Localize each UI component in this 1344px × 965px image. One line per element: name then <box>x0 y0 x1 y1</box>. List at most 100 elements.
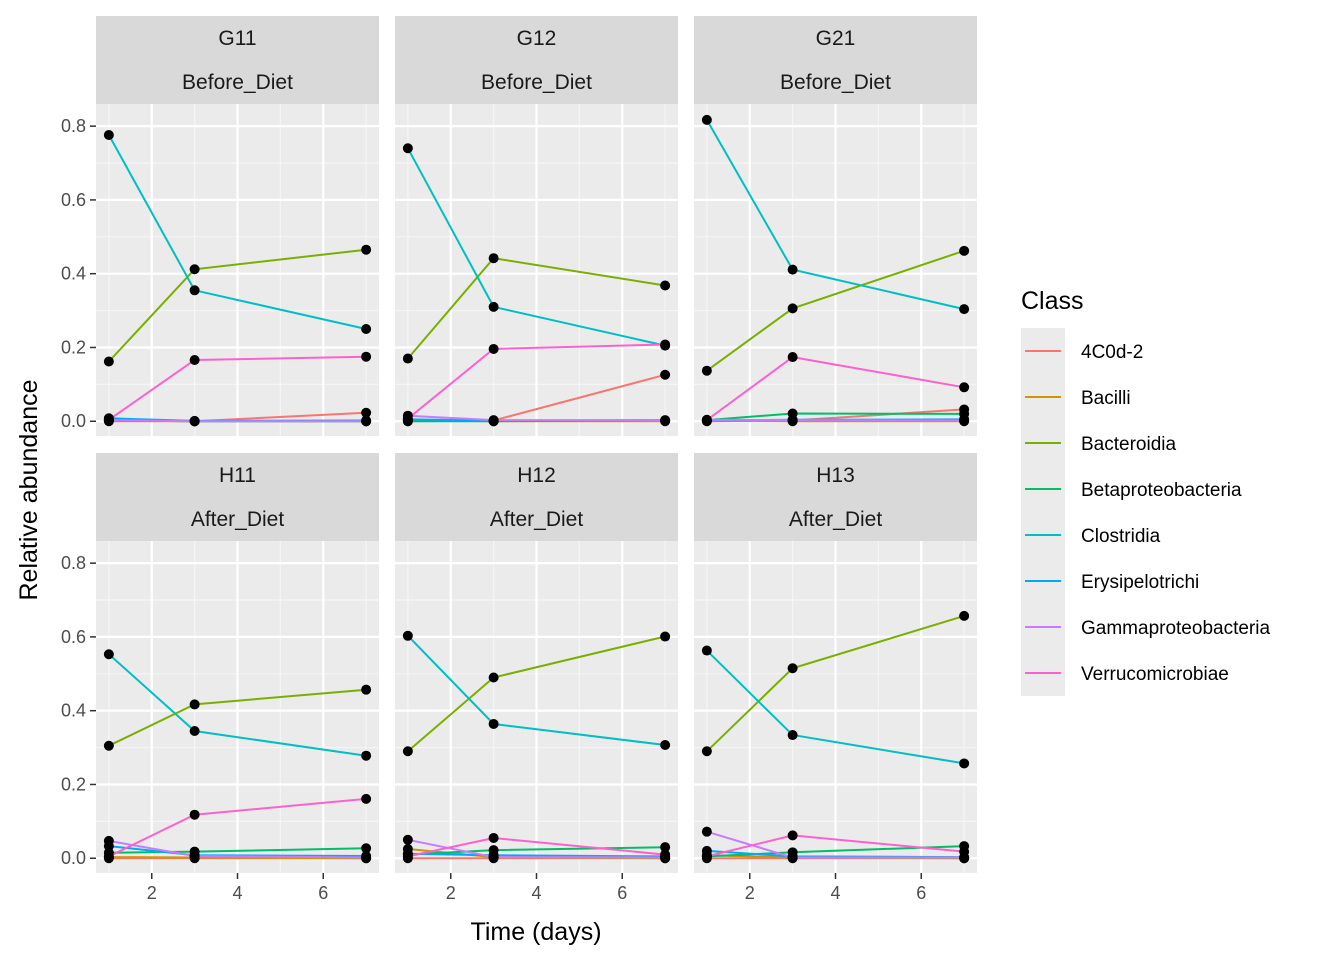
legend-label: Bacteroidia <box>1081 434 1176 455</box>
data-point <box>103 851 114 862</box>
data-point <box>488 301 499 312</box>
data-point <box>787 663 798 674</box>
legend-label: 4C0d-2 <box>1081 342 1143 363</box>
series-line-gammaproteobacteria <box>108 419 367 423</box>
data-point <box>361 750 372 761</box>
x-tick-label: 4 <box>830 883 840 903</box>
strip-subject-label: G11 <box>218 27 256 50</box>
x-tick-label: 2 <box>147 883 157 903</box>
strip-phase <box>395 60 678 104</box>
data-point <box>361 244 372 255</box>
data-point <box>189 809 200 820</box>
data-point <box>959 304 970 315</box>
strip-phase <box>694 497 977 541</box>
y-tick-label: 0.2 <box>61 337 86 357</box>
data-point <box>959 610 970 621</box>
data-point <box>103 356 114 367</box>
data-point <box>488 253 499 264</box>
data-point <box>660 280 671 291</box>
legend-label: Clostridia <box>1081 526 1161 547</box>
data-point <box>787 852 798 863</box>
strip-subject-label: H13 <box>816 464 855 487</box>
data-point <box>959 382 970 393</box>
strip-subject <box>96 453 379 497</box>
strip-phase <box>395 497 678 541</box>
strip-subject <box>395 16 678 60</box>
data-point <box>660 739 671 750</box>
data-point <box>787 730 798 741</box>
data-point <box>361 416 372 427</box>
data-point <box>787 352 798 363</box>
data-point <box>660 369 671 380</box>
y-tick-label: 0.0 <box>61 848 86 868</box>
data-point <box>189 285 200 296</box>
panel-G21: G21 Before_Diet <box>694 16 977 436</box>
data-point <box>959 245 970 256</box>
strip-subject-label: G21 <box>816 27 856 50</box>
strip-subject <box>694 453 977 497</box>
data-point <box>103 740 114 751</box>
data-point <box>959 846 970 857</box>
data-point <box>361 843 372 854</box>
data-point <box>402 851 413 862</box>
y-tick-label: 0.2 <box>61 774 86 794</box>
legend-label: Bacilli <box>1081 388 1131 409</box>
y-tick-label: 0.8 <box>61 553 86 573</box>
data-point <box>103 649 114 660</box>
data-point <box>787 303 798 314</box>
legend-label: Betaproteobacteria <box>1081 480 1242 501</box>
panel-H13: H13 After_Diet 2 4 6 <box>694 453 977 903</box>
data-point <box>189 699 200 710</box>
panel-G11: G11 Before_Diet 0.0 0.2 0.4 0.6 0.8 <box>61 16 379 436</box>
y-tick-label: 0.4 <box>61 701 86 721</box>
data-point <box>402 630 413 641</box>
x-tick-label: 4 <box>232 883 242 903</box>
legend-title: Class <box>1021 287 1084 315</box>
data-point <box>488 415 499 426</box>
data-point <box>361 407 372 418</box>
strip-phase-label: After_Diet <box>191 508 285 531</box>
strip-phase-label: Before_Diet <box>780 71 891 94</box>
data-point <box>189 851 200 862</box>
data-point <box>361 852 372 863</box>
x-tick-label: 4 <box>531 883 541 903</box>
data-point <box>787 415 798 426</box>
x-tick-label: 6 <box>916 883 926 903</box>
data-point <box>701 826 712 837</box>
panel-G12: G12 Before_Diet <box>395 16 678 436</box>
data-point <box>660 415 671 426</box>
strip-subject-label: H12 <box>517 464 556 487</box>
strip-subject <box>395 453 678 497</box>
legend-label: Verrucomicrobiae <box>1081 664 1229 685</box>
data-point <box>959 758 970 769</box>
data-point <box>488 852 499 863</box>
data-point <box>189 355 200 366</box>
data-point <box>701 365 712 376</box>
x-tick-label: 6 <box>318 883 328 903</box>
panel-H11: H11 After_Diet 0.0 0.2 0.4 0.6 0.8 2 4 6 <box>61 453 379 903</box>
x-tick-label: 2 <box>446 883 456 903</box>
x-tick-label: 2 <box>745 883 755 903</box>
strip-subject <box>96 16 379 60</box>
strip-subject-label: G12 <box>517 27 557 50</box>
data-point <box>701 851 712 862</box>
data-point <box>402 353 413 364</box>
data-point <box>660 631 671 642</box>
data-point <box>402 143 413 154</box>
series-line-gammaproteobacteria <box>706 418 965 422</box>
data-point <box>189 416 200 427</box>
data-point <box>402 834 413 845</box>
data-point <box>361 684 372 695</box>
data-point <box>402 746 413 757</box>
y-tick-label: 0.6 <box>61 627 86 647</box>
data-point <box>103 414 114 425</box>
legend: Class 4C0d-2 Bacilli Bacteroidia Betaproteob… <box>1021 287 1270 696</box>
data-point <box>189 264 200 275</box>
data-point <box>701 746 712 757</box>
x-axis-title: Time (days) <box>470 918 601 946</box>
data-point <box>488 672 499 683</box>
y-tick-label: 0.6 <box>61 190 86 210</box>
data-point <box>488 718 499 729</box>
